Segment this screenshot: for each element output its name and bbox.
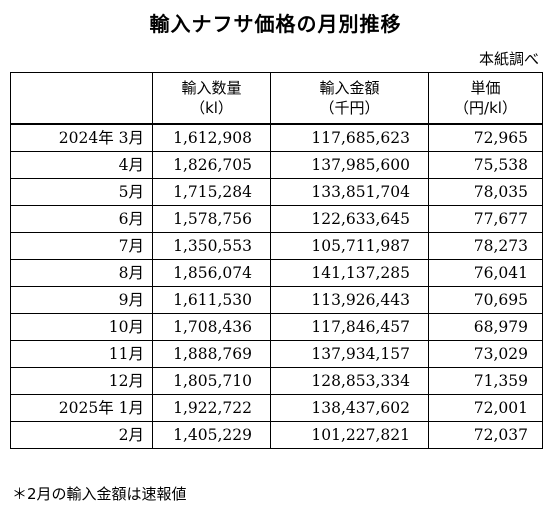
- amount-cell: 133,851,704: [270, 178, 429, 206]
- table-row: 11月 1,888,769 137,934,157 73,029: [10, 340, 543, 368]
- header-period: [10, 72, 153, 125]
- period-cell: 7月: [10, 232, 153, 260]
- table-row: 12月 1,805,710 128,853,334 71,359: [10, 367, 543, 395]
- amount-cell: 137,934,157: [270, 340, 429, 368]
- price-cell: 73,029: [428, 340, 543, 368]
- volume-cell: 1,405,229: [152, 421, 271, 449]
- period-cell: 4月: [10, 151, 153, 179]
- period-cell: 5月: [10, 178, 153, 206]
- table-row: 2025年 1月 1,922,722 138,437,602 72,001: [10, 394, 543, 422]
- period-cell: 12月: [10, 367, 153, 395]
- header-volume-unit: （kl）: [190, 99, 233, 117]
- amount-cell: 117,685,623: [270, 123, 429, 152]
- price-cell: 70,695: [428, 286, 543, 314]
- price-cell: 72,037: [428, 421, 543, 449]
- header-price-unit: （円/kl）: [454, 99, 517, 117]
- table-body: 2024年 3月 1,612,908 117,685,623 72,965 4月 1,82…: [10, 123, 543, 449]
- period-cell: 2025年 1月: [10, 394, 153, 422]
- volume-cell: 1,578,756: [152, 205, 271, 233]
- price-cell: 78,035: [428, 178, 543, 206]
- price-cell: 72,965: [428, 123, 543, 152]
- period-cell: 11月: [10, 340, 153, 368]
- table-row: 8月 1,856,074 141,137,285 76,041: [10, 259, 543, 287]
- table-row: 5月 1,715,284 133,851,704 78,035: [10, 178, 543, 206]
- price-cell: 76,041: [428, 259, 543, 287]
- volume-cell: 1,612,908: [152, 123, 271, 152]
- amount-cell: 141,137,285: [270, 259, 429, 287]
- page-title: 輸入ナフサ価格の月別推移: [149, 12, 402, 36]
- table-row: 2024年 3月 1,612,908 117,685,623 72,965: [10, 123, 543, 152]
- table-row: 7月 1,350,553 105,711,987 78,273: [10, 232, 543, 260]
- price-cell: 71,359: [428, 367, 543, 395]
- price-cell: 77,677: [428, 205, 543, 233]
- header-price-label: 単価: [470, 79, 501, 97]
- table-row: 9月 1,611,530 113,926,443 70,695: [10, 286, 543, 314]
- header-volume-label: 輸入数量: [181, 79, 242, 97]
- period-cell: 9月: [10, 286, 153, 314]
- table-header-row: 輸入数量 （kl） 輸入金額 （千円） 単価 （円/kl）: [10, 72, 543, 125]
- price-cell: 72,001: [428, 394, 543, 422]
- volume-cell: 1,856,074: [152, 259, 271, 287]
- period-cell: 2024年 3月: [10, 123, 153, 152]
- period-cell: 8月: [10, 259, 153, 287]
- volume-cell: 1,715,284: [152, 178, 271, 206]
- price-cell: 78,273: [428, 232, 543, 260]
- price-cell: 75,538: [428, 151, 543, 179]
- header-price: 単価 （円/kl）: [428, 72, 543, 125]
- table-row: 6月 1,578,756 122,633,645 77,677: [10, 205, 543, 233]
- header-volume: 輸入数量 （kl）: [152, 72, 271, 125]
- amount-cell: 117,846,457: [270, 313, 429, 341]
- volume-cell: 1,888,769: [152, 340, 271, 368]
- amount-cell: 105,711,987: [270, 232, 429, 260]
- amount-cell: 101,227,821: [270, 421, 429, 449]
- volume-cell: 1,350,553: [152, 232, 271, 260]
- table-row: 10月 1,708,436 117,846,457 68,979: [10, 313, 543, 341]
- price-cell: 68,979: [428, 313, 543, 341]
- table-row: 2月 1,405,229 101,227,821 72,037: [10, 421, 543, 449]
- amount-cell: 113,926,443: [270, 286, 429, 314]
- header-amount-label: 輸入金額: [319, 79, 380, 97]
- period-cell: 6月: [10, 205, 153, 233]
- header-amount: 輸入金額 （千円）: [270, 72, 429, 125]
- amount-cell: 122,633,645: [270, 205, 429, 233]
- amount-cell: 128,853,334: [270, 367, 429, 395]
- period-cell: 2月: [10, 421, 153, 449]
- volume-cell: 1,922,722: [152, 394, 271, 422]
- volume-cell: 1,611,530: [152, 286, 271, 314]
- source-label: 本紙調べ: [478, 50, 539, 68]
- period-cell: 10月: [10, 313, 153, 341]
- volume-cell: 1,708,436: [152, 313, 271, 341]
- volume-cell: 1,826,705: [152, 151, 271, 179]
- amount-cell: 137,985,600: [270, 151, 429, 179]
- table-row: 4月 1,826,705 137,985,600 75,538: [10, 151, 543, 179]
- volume-cell: 1,805,710: [152, 367, 271, 395]
- footnote: ＊2月の輸入金額は速報値: [12, 485, 187, 503]
- header-amount-unit: （千円）: [319, 99, 380, 117]
- naphtha-import-table: 輸入数量 （kl） 輸入金額 （千円） 単価 （円/kl） 2024年 3月 1,…: [10, 72, 543, 449]
- amount-cell: 138,437,602: [270, 394, 429, 422]
